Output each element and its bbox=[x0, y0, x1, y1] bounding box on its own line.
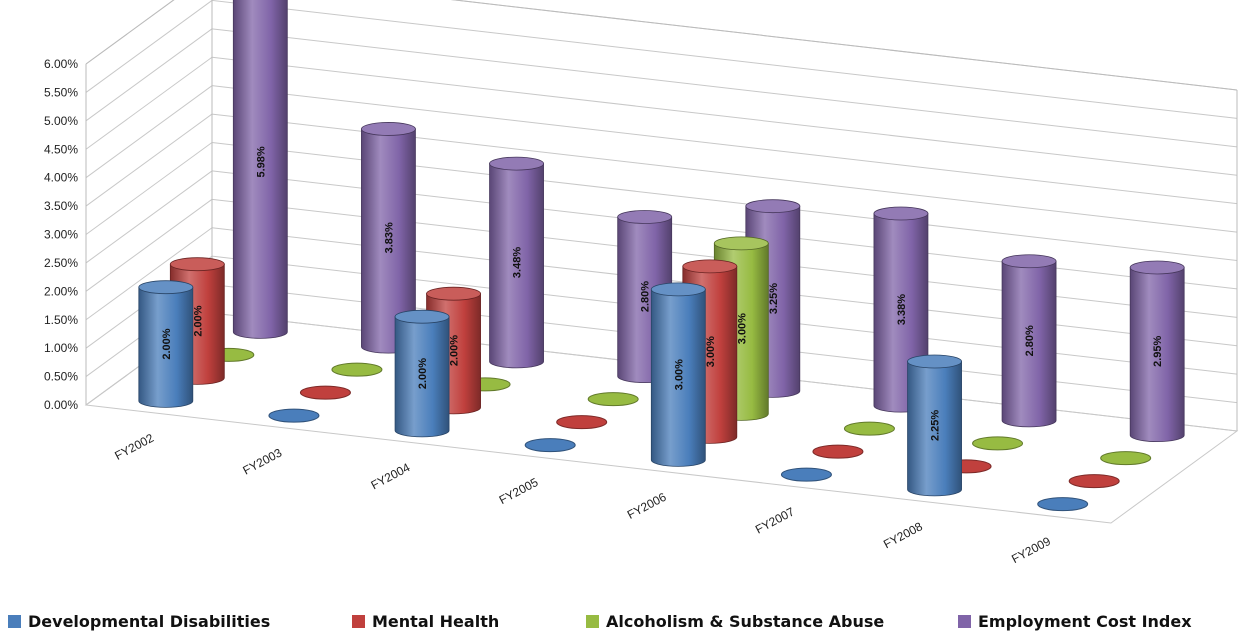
x-tick-label: FY2009 bbox=[1009, 534, 1053, 566]
legend-item-alcoholism-substance-abuse: Alcoholism & Substance Abuse bbox=[586, 612, 884, 631]
data-label: 3.38% bbox=[896, 294, 908, 325]
gridline-back bbox=[211, 56, 1238, 176]
bar-mental-health-fy2005 bbox=[556, 415, 608, 430]
y-tick-label: 3.00% bbox=[44, 228, 78, 242]
bar-developmental-disabilities-fy2009 bbox=[1037, 497, 1089, 512]
gridline-left bbox=[85, 0, 175, 65]
x-tick-label: FY2006 bbox=[625, 490, 669, 522]
data-label: 2.00% bbox=[192, 305, 204, 336]
y-tick-label: 2.50% bbox=[44, 256, 78, 270]
bar-alcoholism-substance-abuse-fy2005 bbox=[587, 392, 639, 407]
legend: Developmental Disabilities Mental Health… bbox=[0, 610, 1247, 634]
data-label: 3.25% bbox=[768, 283, 780, 314]
x-tick-label: FY2003 bbox=[240, 445, 284, 477]
gridline-left bbox=[85, 0, 213, 93]
gridline-left bbox=[85, 227, 213, 321]
data-label: 2.80% bbox=[1024, 325, 1036, 356]
data-label: 2.80% bbox=[640, 281, 652, 312]
x-tick-label: FY2008 bbox=[881, 519, 925, 551]
data-label: 2.00% bbox=[449, 335, 461, 366]
gridline-back bbox=[211, 28, 1238, 148]
data-label: 2.00% bbox=[417, 358, 429, 389]
bar-developmental-disabilities-fy2006: 3.00% bbox=[650, 282, 706, 467]
y-tick-label: 2.00% bbox=[44, 284, 78, 298]
legend-label-developmental-disabilities: Developmental Disabilities bbox=[28, 612, 271, 631]
legend-item-developmental-disabilities: Developmental Disabilities bbox=[8, 612, 270, 631]
bar-employment-cost-index-fy2009: 2.95% bbox=[1129, 260, 1185, 443]
data-label: 3.00% bbox=[673, 359, 685, 390]
bar-alcoholism-substance-abuse-fy2007 bbox=[843, 421, 895, 436]
bar-developmental-disabilities-fy2002: 2.00% bbox=[138, 280, 194, 408]
y-tick-label: 5.50% bbox=[44, 85, 78, 99]
bar-employment-cost-index-fy2004: 3.48% bbox=[489, 156, 544, 369]
x-tick-label: FY2007 bbox=[753, 504, 797, 536]
legend-label-mental-health: Mental Health bbox=[372, 612, 500, 631]
y-tick-label: 3.50% bbox=[44, 199, 78, 213]
legend-item-employment-cost-index: Employment Cost Index bbox=[958, 612, 1192, 631]
data-label: 3.48% bbox=[512, 247, 524, 278]
y-tick-label: 1.00% bbox=[44, 341, 78, 355]
y-tick-label: 1.50% bbox=[44, 313, 78, 327]
bar-alcoholism-substance-abuse-fy2008 bbox=[972, 436, 1024, 451]
x-tick-label: FY2002 bbox=[112, 431, 156, 463]
data-label: 5.98% bbox=[255, 146, 267, 177]
bar-alcoholism-substance-abuse-fy2009 bbox=[1100, 451, 1152, 466]
legend-swatch-employment-cost-index bbox=[958, 615, 971, 628]
legend-label-employment-cost-index: Employment Cost Index bbox=[978, 612, 1192, 631]
bar-mental-health-fy2003 bbox=[299, 385, 351, 400]
gridline-left bbox=[85, 113, 213, 207]
legend-item-mental-health: Mental Health bbox=[352, 612, 499, 631]
gridline-back bbox=[211, 0, 1238, 119]
wall-edge bbox=[450, 0, 1238, 91]
bar-employment-cost-index-fy2008: 2.80% bbox=[1001, 254, 1057, 428]
bar-developmental-disabilities-fy2008: 2.25% bbox=[907, 354, 962, 497]
gridline-left bbox=[85, 28, 213, 122]
gridline-left bbox=[85, 56, 213, 150]
bar-developmental-disabilities-fy2007 bbox=[780, 467, 832, 482]
bar-employment-cost-index-fy2002: 5.98% bbox=[232, 0, 288, 339]
wall-edge bbox=[85, 0, 175, 65]
legend-swatch-alcoholism-substance-abuse bbox=[586, 615, 599, 628]
y-tick-label: 0.00% bbox=[44, 398, 78, 412]
legend-swatch-mental-health bbox=[352, 615, 365, 628]
data-label: 3.00% bbox=[736, 313, 748, 344]
data-label: 3.83% bbox=[383, 222, 395, 253]
data-label: 2.25% bbox=[930, 410, 942, 441]
chart-bars: 5.98% 3.83% 3.48% 2.80% 3.25% 3.38% 2.80% 2.95%… bbox=[138, 0, 1185, 512]
gridline-left bbox=[85, 198, 213, 292]
x-tick-label: FY2005 bbox=[497, 475, 541, 507]
gridline-left bbox=[85, 142, 213, 235]
bar-alcoholism-substance-abuse-fy2003 bbox=[331, 362, 383, 377]
y-tick-label: 5.00% bbox=[44, 114, 78, 128]
data-label: 2.00% bbox=[161, 328, 173, 359]
bar-developmental-disabilities-fy2003 bbox=[268, 408, 320, 423]
bar-developmental-disabilities-fy2004: 2.00% bbox=[394, 309, 450, 438]
bar-mental-health-fy2007 bbox=[812, 444, 864, 459]
y-tick-label: 4.00% bbox=[44, 171, 78, 185]
y-tick-label: 0.50% bbox=[44, 370, 78, 384]
legend-swatch-developmental-disabilities bbox=[8, 615, 21, 628]
data-label: 3.00% bbox=[705, 336, 717, 367]
bar-developmental-disabilities-fy2005 bbox=[524, 438, 576, 453]
bar-employment-cost-index-fy2003: 3.83% bbox=[361, 122, 416, 354]
gridline-back bbox=[450, 0, 1238, 91]
y-tick-label: 4.50% bbox=[44, 142, 78, 156]
data-label: 2.95% bbox=[1152, 335, 1164, 366]
y-tick-label: 6.00% bbox=[44, 57, 78, 71]
gridline-back bbox=[211, 85, 1238, 205]
x-tick-label: FY2004 bbox=[369, 460, 413, 492]
gridline-left bbox=[85, 170, 213, 264]
legend-label-alcoholism-substance-abuse: Alcoholism & Substance Abuse bbox=[606, 612, 885, 631]
gridline-left bbox=[85, 85, 213, 179]
bar-mental-health-fy2009 bbox=[1068, 474, 1120, 489]
